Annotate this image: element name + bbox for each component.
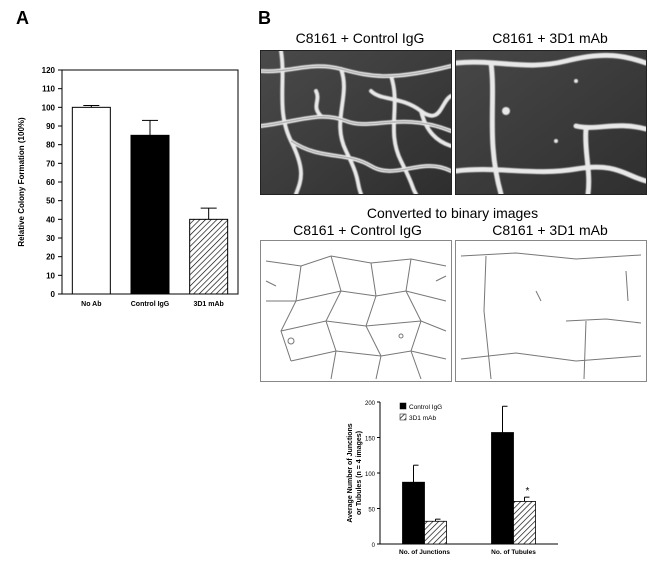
colony-formation-chart: 0 10 20 30 40 50 60 70 80 90 100 110 120 Relative Col… — [17, 66, 239, 308]
y-tick-label: 150 — [365, 437, 376, 443]
y-tick-label: 60 — [46, 178, 55, 187]
legend-swatch — [399, 402, 407, 410]
y-tick-label: 0 — [372, 543, 376, 549]
y-tick-label: 40 — [46, 215, 55, 224]
binary-network-image — [265, 255, 447, 380]
legend-label: Control IgG — [409, 404, 442, 411]
panel-label-a: A — [16, 8, 29, 28]
y-tick-label: 80 — [46, 141, 55, 150]
y-axis-label: Relative Colony Formation (100%) — [17, 117, 26, 247]
binary-image-control-igg — [260, 240, 452, 382]
bar — [491, 432, 514, 545]
legend-label: 3D1 mAb — [409, 415, 436, 422]
legend-swatch — [399, 413, 407, 421]
junctions-tubules-chart: 0 50 100 150 200 Average Number of Junctions o… — [347, 401, 558, 556]
y-tick-label: 30 — [46, 234, 55, 243]
binary-network-image — [460, 252, 642, 380]
y-axis-label-line: or Tubules (n = 4 images) — [356, 431, 363, 515]
y-tick-label: 200 — [365, 401, 376, 407]
micro-right-title: C8161 + 3D1 mAb — [492, 30, 608, 46]
y-tick-label: 50 — [368, 508, 375, 514]
y-tick-label: 0 — [51, 290, 56, 299]
bar — [513, 501, 536, 545]
y-tick-label: 10 — [46, 271, 55, 280]
bar — [71, 106, 111, 295]
binary-right-title: C8161 + 3D1 mAb — [492, 222, 608, 238]
x-tick-label: No. of Junctions — [399, 549, 450, 556]
y-tick-label: 100 — [42, 103, 56, 112]
tubule-network-image — [261, 51, 451, 194]
significance-marker: * — [526, 486, 530, 497]
y-axis-label: Average Number of Junctions or Tubules (n… — [347, 423, 363, 522]
panel-label-b: B — [258, 8, 271, 28]
bar — [402, 481, 425, 545]
x-tick-label: No. of Tubules — [491, 549, 536, 556]
x-tick-label: No Ab — [81, 301, 101, 308]
bar — [130, 134, 170, 295]
y-tick-label: 70 — [46, 159, 55, 168]
y-tick-label: 110 — [42, 85, 55, 94]
y-tick-label: 90 — [46, 122, 55, 131]
x-tick-label: 3D1 mAb — [193, 301, 223, 308]
tubule-network-image — [456, 51, 646, 194]
y-axis-label-line: Average Number of Junctions — [347, 423, 354, 522]
y-tick-label: 20 — [46, 253, 55, 262]
binary-heading: Converted to binary images — [366, 205, 539, 221]
binary-image-3d1-mab — [455, 240, 647, 382]
micrograph-control-igg — [260, 50, 452, 195]
x-tick-label: Control IgG — [131, 301, 170, 308]
micrograph-3d1-mab — [455, 50, 647, 195]
y-tick-label: 100 — [365, 472, 376, 478]
bar — [189, 218, 229, 295]
binary-left-title: C8161 + Control IgG — [293, 222, 422, 238]
bar — [424, 520, 447, 545]
y-tick-label: 120 — [42, 66, 56, 75]
y-tick-label: 50 — [46, 197, 55, 206]
micro-left-title: C8161 + Control IgG — [295, 30, 425, 46]
